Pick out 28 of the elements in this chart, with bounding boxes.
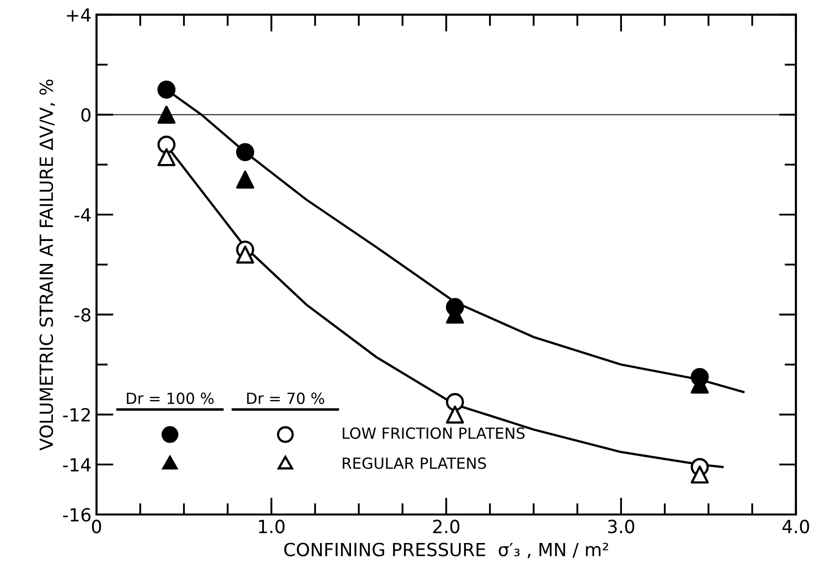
point xyxy=(157,136,176,154)
point xyxy=(157,80,176,99)
point xyxy=(446,393,464,412)
point xyxy=(690,465,709,484)
point xyxy=(446,406,464,424)
point xyxy=(157,106,176,124)
x-tick-label: 4.0 xyxy=(782,520,810,534)
y-tick-label: -16 xyxy=(63,508,91,522)
x-tick-label: 2.0 xyxy=(433,520,460,534)
y-tick-label: -8 xyxy=(74,308,90,322)
annotation: LOW FRICTION PLATENS xyxy=(342,427,525,439)
annotation: Dr = 100 % xyxy=(126,392,214,404)
x-tick-label: 1.0 xyxy=(259,520,285,534)
y-tick-label: -12 xyxy=(63,408,90,422)
x-tick-label: 3.0 xyxy=(608,520,634,534)
point xyxy=(236,246,254,264)
y-axis-title: VOLUMETRIC STRAIN AT FAILURE ΔV/V, % xyxy=(39,80,55,450)
y-tick-label: -4 xyxy=(74,208,91,222)
x-axis-title: CONFINING PRESSURE σ′₃ , MN / m² xyxy=(284,542,608,558)
y-tick-label: -14 xyxy=(63,458,91,472)
annotation: REGULAR PLATENS xyxy=(342,457,486,469)
annotation: Dr = 70 % xyxy=(247,392,324,404)
y-tick-label: 0 xyxy=(81,108,90,122)
y-tick-label: +4 xyxy=(66,8,91,22)
point xyxy=(157,148,176,166)
point xyxy=(236,170,254,189)
point xyxy=(236,143,254,162)
x-tick-label: 0 xyxy=(92,520,102,534)
